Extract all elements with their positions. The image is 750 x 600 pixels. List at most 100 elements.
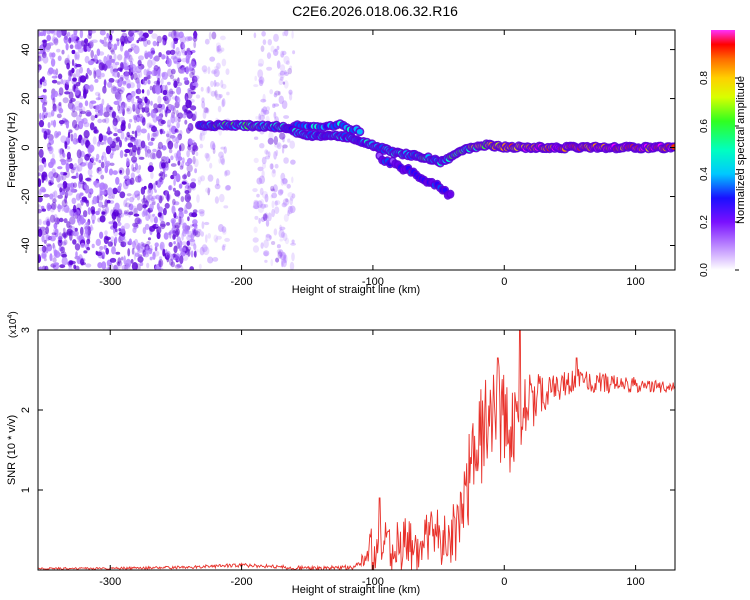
noise-dot bbox=[119, 191, 126, 199]
noise-dot bbox=[214, 90, 217, 96]
noise-dot bbox=[117, 104, 121, 112]
noise-dot bbox=[46, 220, 50, 227]
noise-dot bbox=[152, 152, 157, 160]
noise-dot bbox=[86, 238, 91, 245]
noise-dot bbox=[282, 31, 286, 37]
noise-dot bbox=[81, 198, 88, 203]
noise-dot bbox=[180, 67, 185, 74]
noise-dot bbox=[262, 106, 268, 113]
noise-dot bbox=[109, 106, 113, 110]
noise-dot bbox=[108, 78, 115, 83]
noise-dot bbox=[94, 113, 101, 117]
noise-dot bbox=[138, 156, 145, 160]
noise-dot bbox=[266, 66, 273, 71]
noise-dot bbox=[277, 251, 283, 259]
noise-dot bbox=[38, 218, 42, 226]
noise-dot bbox=[80, 262, 86, 266]
noise-dot bbox=[265, 233, 271, 238]
noise-dot bbox=[178, 183, 183, 189]
noise-dot bbox=[188, 67, 195, 71]
noise-dot bbox=[189, 139, 195, 143]
noise-dot bbox=[149, 203, 154, 211]
noise-dot bbox=[289, 140, 296, 149]
noise-dot bbox=[70, 219, 76, 225]
noise-dot bbox=[51, 52, 56, 58]
noise-dot bbox=[183, 77, 189, 81]
noise-dot bbox=[109, 43, 114, 48]
noise-dot bbox=[143, 106, 150, 113]
noise-dot bbox=[39, 112, 42, 120]
noise-dot bbox=[72, 204, 77, 213]
noise-dot bbox=[106, 199, 111, 204]
noise-dot bbox=[107, 81, 113, 88]
noise-dot bbox=[59, 187, 63, 193]
noise-dot bbox=[69, 70, 72, 77]
noise-dot bbox=[103, 135, 107, 145]
noise-dot bbox=[151, 33, 158, 39]
noise-dot bbox=[74, 265, 80, 270]
noise-dot bbox=[280, 70, 285, 79]
noise-dot bbox=[189, 71, 195, 79]
noise-dot bbox=[53, 172, 59, 179]
noise-dot bbox=[46, 70, 53, 76]
noise-dot bbox=[203, 221, 210, 226]
noise-dot bbox=[193, 228, 197, 237]
noise-dot bbox=[55, 68, 59, 76]
noise-dot bbox=[69, 226, 76, 231]
noise-dot bbox=[118, 228, 122, 232]
noise-dot bbox=[193, 243, 197, 251]
noise-dot bbox=[116, 212, 121, 217]
noise-dot bbox=[64, 32, 68, 41]
noise-dot bbox=[47, 42, 54, 46]
noise-dot bbox=[103, 107, 107, 113]
noise-dot bbox=[103, 36, 107, 42]
noise-dot bbox=[89, 122, 95, 131]
noise-dot bbox=[116, 209, 123, 216]
noise-dot bbox=[50, 120, 54, 126]
noise-dot bbox=[48, 161, 54, 168]
noise-dot bbox=[224, 185, 231, 191]
noise-dot bbox=[50, 93, 56, 101]
noise-dot bbox=[147, 194, 154, 201]
noise-dot bbox=[156, 232, 161, 240]
noise-dot bbox=[153, 56, 158, 61]
noise-dot bbox=[99, 215, 106, 223]
noise-dot bbox=[76, 114, 82, 123]
ridge-cell bbox=[447, 191, 453, 197]
noise-dot bbox=[291, 239, 295, 244]
noise-dot bbox=[130, 172, 135, 179]
noise-dot bbox=[186, 150, 190, 158]
noise-dot bbox=[101, 209, 107, 217]
noise-dot bbox=[189, 238, 196, 247]
noise-dot bbox=[186, 88, 193, 94]
noise-dot bbox=[124, 222, 130, 230]
noise-dot bbox=[201, 244, 208, 253]
noise-dot bbox=[63, 218, 68, 224]
noise-dot bbox=[159, 241, 165, 251]
snr-background bbox=[38, 330, 675, 570]
noise-dot bbox=[170, 155, 174, 161]
noise-dot bbox=[112, 227, 119, 237]
noise-dot bbox=[87, 41, 94, 49]
snr-series-line bbox=[38, 330, 675, 570]
noise-dot bbox=[52, 119, 57, 128]
noise-dot bbox=[263, 214, 270, 220]
noise-dot bbox=[53, 190, 58, 199]
noise-dot bbox=[74, 124, 80, 131]
noise-dot bbox=[98, 159, 102, 164]
noise-dot bbox=[131, 262, 138, 270]
noise-dot bbox=[169, 49, 176, 55]
colorbar-tick-label: 0.6 bbox=[699, 119, 710, 133]
noise-dot bbox=[168, 241, 173, 248]
noise-dot bbox=[129, 139, 137, 143]
noise-dot bbox=[201, 65, 208, 73]
noise-dot bbox=[78, 76, 82, 84]
noise-dot bbox=[112, 59, 116, 64]
noise-dot bbox=[217, 105, 222, 113]
noise-dot bbox=[96, 48, 101, 57]
noise-dot bbox=[135, 88, 142, 95]
noise-dot bbox=[41, 253, 47, 260]
noise-dot bbox=[149, 256, 153, 261]
noise-dot bbox=[53, 222, 58, 230]
noise-dot bbox=[218, 128, 222, 136]
